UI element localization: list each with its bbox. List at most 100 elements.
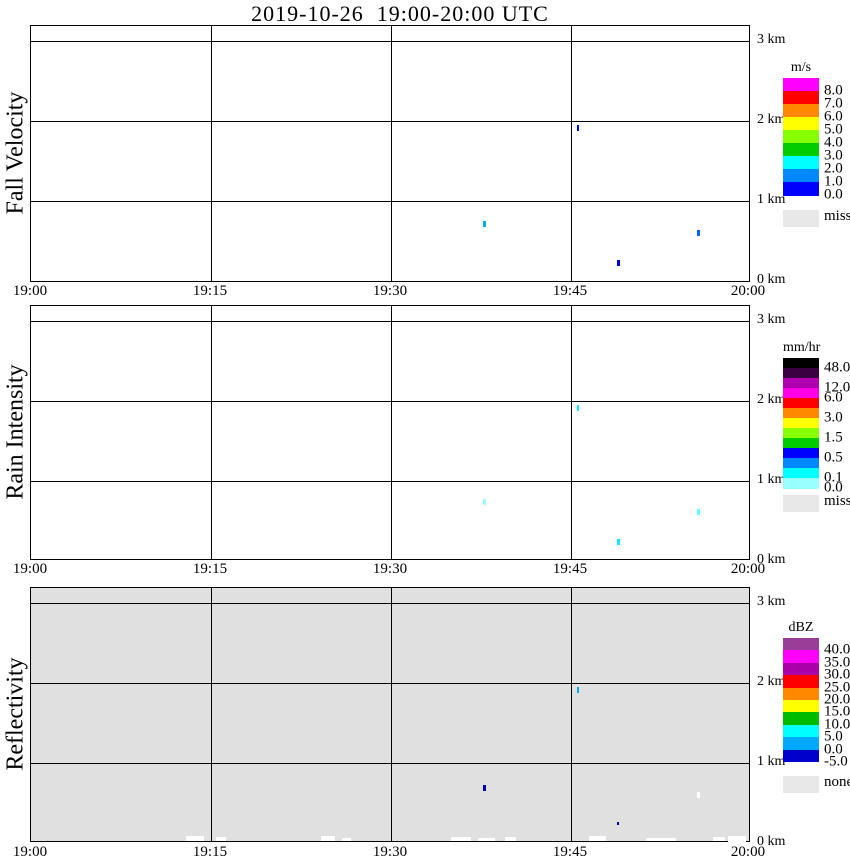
- colorbar-tick-label: 20.0: [824, 691, 850, 708]
- colorbar-segment: [783, 182, 819, 196]
- colorbar-tick-label: 3.0: [824, 147, 843, 164]
- x-tick-label: 19:45: [552, 561, 588, 577]
- missing-data-mark: [713, 837, 725, 841]
- data-point: [616, 539, 620, 545]
- colorbar-segment: [783, 117, 819, 131]
- x-tick-label: 20:00: [730, 561, 766, 577]
- colorbar-segment: [783, 638, 819, 651]
- colorbar-segment: [783, 398, 819, 409]
- height-tick-label: 1 km: [757, 472, 786, 487]
- colorbar-tick-label: 35.0: [824, 654, 850, 671]
- colorbar-segment: [783, 169, 819, 183]
- missing-data-mark: [646, 838, 676, 841]
- height-gridline: [31, 321, 749, 322]
- rain-intensity-plot-area: [30, 305, 750, 560]
- colorbar-segment: [783, 650, 819, 664]
- colorbar-segment: [783, 700, 819, 713]
- colorbar-tick-label: 2.0: [824, 160, 843, 177]
- time-gridline: [391, 306, 392, 559]
- colorbar-segment: [783, 438, 819, 449]
- colorbar-tick-label: 0.0: [824, 479, 843, 496]
- x-tick-label: 19:15: [192, 283, 228, 299]
- colorbar-segment: [783, 749, 819, 763]
- data-point: [616, 821, 619, 825]
- colorbar-tick-label: 6.0: [824, 389, 843, 406]
- missing-data-mark: [321, 836, 335, 841]
- colorbar-tick-label: 0.1: [824, 469, 843, 486]
- colorbar-tick-label: 0.0: [824, 741, 843, 758]
- colorbar-tick-label: 15.0: [824, 703, 850, 720]
- height-tick-label: 2 km: [757, 392, 786, 407]
- x-tick-label: 19:15: [192, 844, 228, 860]
- colorbar-tick-label: 25.0: [824, 679, 850, 696]
- height-tick-label: 2 km: [757, 674, 786, 689]
- colorbar-title: dBZ: [788, 620, 814, 635]
- colorbar-tick-label: 1.5: [824, 429, 843, 446]
- fall-velocity-plot-area: [30, 25, 750, 282]
- colorbar-segment: [783, 418, 819, 429]
- colorbar-segment: [783, 143, 819, 157]
- x-tick-label: 19:30: [372, 561, 408, 577]
- colorbar-miss-swatch: [783, 776, 819, 793]
- x-tick-label: 19:30: [372, 283, 408, 299]
- colorbar-segment: [783, 675, 819, 689]
- time-gridline: [211, 306, 212, 559]
- x-tick-label: 19:00: [12, 283, 48, 299]
- x-tick-label: 19:45: [552, 844, 588, 860]
- colorbar-miss-swatch: [783, 495, 819, 512]
- height-tick-label: 2 km: [757, 112, 786, 127]
- colorbar-segment: [783, 448, 819, 459]
- colorbar-segment: [783, 458, 819, 469]
- height-tick-label: 1 km: [757, 192, 786, 207]
- colorbar-tick-label: 12.0: [824, 379, 850, 396]
- height-tick-label: 0 km: [757, 834, 786, 849]
- height-gridline: [31, 481, 749, 482]
- data-point: [483, 499, 487, 505]
- colorbar-miss-label: miss: [824, 208, 850, 224]
- time-gridline: [391, 26, 392, 281]
- height-gridline: [31, 683, 749, 684]
- data-point: [483, 221, 487, 227]
- time-gridline: [571, 588, 572, 841]
- data-point: [616, 260, 620, 267]
- colorbar-tick-label: 0.0: [824, 186, 843, 203]
- colorbar-segment: [783, 428, 819, 439]
- height-gridline: [31, 41, 749, 42]
- colorbar-segment: [783, 687, 819, 701]
- colorbar-title: mm/hr: [783, 340, 821, 355]
- colorbar-tick-label: 10.0: [824, 716, 850, 733]
- height-gridline: [31, 401, 749, 402]
- colorbar-segment: [783, 368, 819, 379]
- colorbar-tick-label: -5.0: [824, 753, 848, 770]
- colorbar-miss-swatch: [783, 210, 819, 227]
- height-gridline: [31, 763, 749, 764]
- height-gridline: [31, 121, 749, 122]
- time-gridline: [211, 588, 212, 841]
- colorbar-segment: [783, 468, 819, 479]
- height-tick-label: 3 km: [757, 32, 786, 47]
- missing-data-mark: [505, 837, 516, 841]
- x-tick-label: 19:15: [192, 561, 228, 577]
- colorbar-tick-label: 3.0: [824, 409, 843, 426]
- colorbar-tick-label: 0.5: [824, 449, 843, 466]
- data-point: [483, 785, 487, 791]
- colorbar-segment: [783, 388, 819, 399]
- x-tick-label: 20:00: [730, 283, 766, 299]
- colorbar-segment: [783, 378, 819, 389]
- height-tick-label: 3 km: [757, 312, 786, 327]
- colorbar-segment: [783, 104, 819, 118]
- panel-title-reflectivity: Reflectivity: [2, 657, 29, 771]
- x-tick-label: 19:30: [372, 844, 408, 860]
- time-gridline: [391, 588, 392, 841]
- colorbar-segment: [783, 358, 819, 369]
- height-gridline: [31, 201, 749, 202]
- missing-data-mark: [478, 838, 495, 841]
- colorbar-segment: [783, 662, 819, 676]
- colorbar-tick-label: 30.0: [824, 666, 850, 683]
- colorbar-segment: [783, 712, 819, 726]
- panel-title-rain-intensity: Rain Intensity: [2, 364, 29, 500]
- colorbar-tick-label: 8.0: [824, 82, 843, 99]
- height-tick-label: 0 km: [757, 272, 786, 287]
- colorbar-tick-label: 5.0: [824, 728, 843, 745]
- colorbar-tick-label: 48.0: [824, 359, 850, 376]
